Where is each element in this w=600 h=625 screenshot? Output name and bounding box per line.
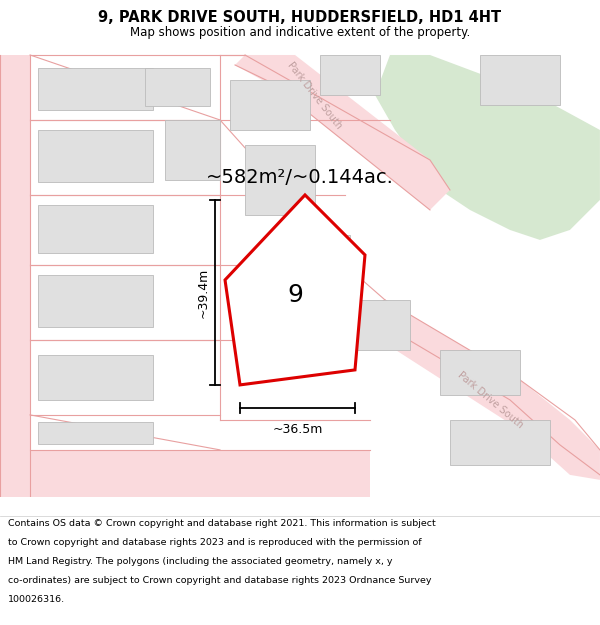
- Polygon shape: [0, 55, 30, 497]
- Bar: [320, 300, 410, 350]
- Text: Contains OS data © Crown copyright and database right 2021. This information is : Contains OS data © Crown copyright and d…: [8, 519, 436, 528]
- Text: ~39.4m: ~39.4m: [197, 268, 209, 318]
- Text: ~582m²/~0.144ac.: ~582m²/~0.144ac.: [206, 168, 394, 187]
- Polygon shape: [225, 195, 365, 385]
- Polygon shape: [345, 300, 600, 480]
- Text: HM Land Registry. The polygons (including the associated geometry, namely x, y: HM Land Registry. The polygons (includin…: [8, 558, 392, 566]
- Bar: [165, 120, 220, 180]
- Bar: [245, 145, 315, 215]
- Text: Park Drive South: Park Drive South: [286, 59, 344, 131]
- Text: to Crown copyright and database rights 2023 and is reproduced with the permissio: to Crown copyright and database rights 2…: [8, 538, 421, 547]
- Bar: [38, 355, 153, 400]
- Bar: [38, 205, 153, 253]
- Bar: [38, 275, 153, 327]
- Bar: [38, 68, 153, 110]
- Bar: [320, 55, 380, 95]
- Text: Park Drive South: Park Drive South: [455, 370, 524, 430]
- Polygon shape: [30, 450, 370, 497]
- Bar: [480, 55, 560, 105]
- Bar: [38, 130, 153, 182]
- Polygon shape: [375, 55, 600, 240]
- Text: Map shows position and indicative extent of the property.: Map shows position and indicative extent…: [130, 26, 470, 39]
- Text: 9: 9: [287, 283, 303, 307]
- Text: co-ordinates) are subject to Crown copyright and database rights 2023 Ordnance S: co-ordinates) are subject to Crown copyr…: [8, 576, 431, 586]
- Bar: [450, 420, 550, 465]
- Bar: [270, 235, 350, 295]
- Text: ~36.5m: ~36.5m: [272, 423, 323, 436]
- Text: 100026316.: 100026316.: [8, 596, 65, 604]
- Polygon shape: [235, 55, 450, 210]
- Bar: [145, 68, 210, 106]
- Text: 9, PARK DRIVE SOUTH, HUDDERSFIELD, HD1 4HT: 9, PARK DRIVE SOUTH, HUDDERSFIELD, HD1 4…: [98, 10, 502, 25]
- Bar: [440, 350, 520, 395]
- Bar: [230, 80, 310, 130]
- Bar: [38, 422, 153, 444]
